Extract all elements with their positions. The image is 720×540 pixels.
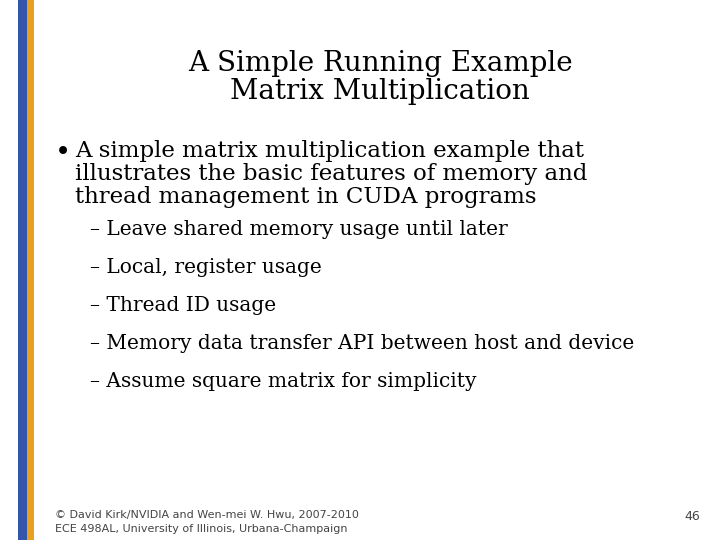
Text: – Local, register usage: – Local, register usage <box>90 258 322 277</box>
Text: © David Kirk/NVIDIA and Wen-mei W. Hwu, 2007-2010
ECE 498AL, University of Illin: © David Kirk/NVIDIA and Wen-mei W. Hwu, … <box>55 510 359 534</box>
Text: – Thread ID usage: – Thread ID usage <box>90 296 276 315</box>
Bar <box>18 0 27 540</box>
Text: – Leave shared memory usage until later: – Leave shared memory usage until later <box>90 220 508 239</box>
Text: – Memory data transfer API between host and device: – Memory data transfer API between host … <box>90 334 634 353</box>
Text: – Assume square matrix for simplicity: – Assume square matrix for simplicity <box>90 372 477 391</box>
Bar <box>27 0 34 540</box>
Text: illustrates the basic features of memory and: illustrates the basic features of memory… <box>75 163 588 185</box>
Text: Matrix Multiplication: Matrix Multiplication <box>230 78 530 105</box>
Text: A simple matrix multiplication example that: A simple matrix multiplication example t… <box>75 140 584 162</box>
Text: thread management in CUDA programs: thread management in CUDA programs <box>75 186 536 208</box>
Text: A Simple Running Example: A Simple Running Example <box>188 50 572 77</box>
Text: •: • <box>55 140 71 167</box>
Text: 46: 46 <box>684 510 700 523</box>
